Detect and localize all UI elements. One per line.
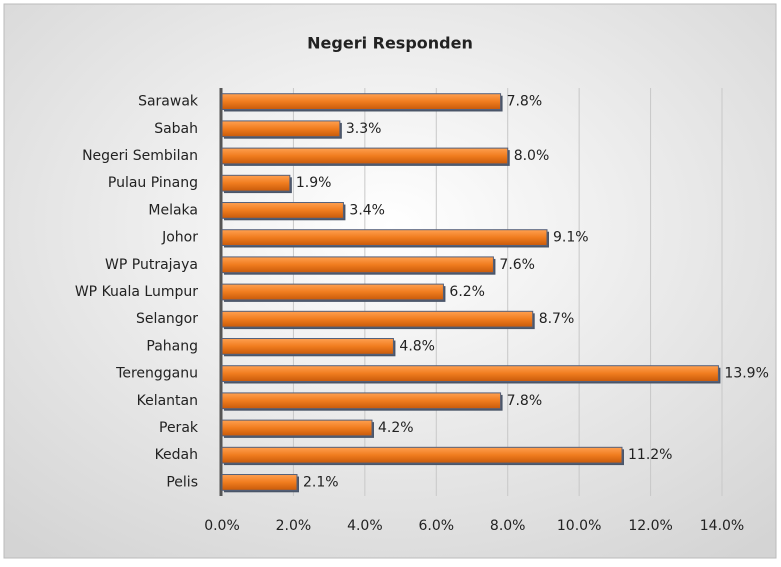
x-tick-label: 10.0% <box>557 518 601 534</box>
bar <box>221 120 341 138</box>
y-tick-label: Melaka <box>148 202 198 218</box>
data-label: 4.2% <box>378 420 414 436</box>
y-tick-label: Pahang <box>146 338 198 354</box>
x-tick-label: 4.0% <box>347 518 383 534</box>
y-tick-label: Selangor <box>136 311 198 327</box>
data-label: 7.6% <box>499 257 535 273</box>
bar <box>221 338 394 355</box>
x-tick-label: 12.0% <box>628 518 672 534</box>
data-label: 9.1% <box>553 230 589 246</box>
data-label: 4.8% <box>399 338 435 354</box>
bar <box>221 93 502 110</box>
y-tick-label: Pelis <box>166 474 198 490</box>
data-label: 3.3% <box>346 121 382 137</box>
y-tick-label: Kelantan <box>137 393 198 409</box>
chart-background <box>3 3 777 559</box>
y-tick-label: Perak <box>159 420 199 436</box>
bar <box>221 174 291 192</box>
x-tick-label: 6.0% <box>418 518 454 534</box>
data-label: 13.9% <box>724 366 768 382</box>
y-tick-label: WP Putrajaya <box>105 257 198 273</box>
data-label: 2.1% <box>303 474 339 490</box>
y-tick-label: WP Kuala Lumpur <box>75 284 198 300</box>
y-tick-label: Pulau Pinang <box>108 175 198 191</box>
bar <box>221 474 298 491</box>
x-tick-label: 2.0% <box>276 518 312 534</box>
chart-title: Negeri Responden <box>307 34 473 53</box>
bar <box>221 256 494 274</box>
data-label: 3.4% <box>349 202 385 218</box>
x-tick-label: 14.0% <box>700 518 744 534</box>
data-label: 8.7% <box>539 311 575 327</box>
y-tick-label: Sabah <box>154 121 198 137</box>
bar <box>221 283 444 301</box>
bar <box>221 310 534 328</box>
data-label: 11.2% <box>628 447 672 463</box>
bar <box>221 202 344 219</box>
y-tick-label: Terengganu <box>115 366 198 382</box>
bar <box>221 446 623 464</box>
bar <box>221 229 548 246</box>
data-label: 7.8% <box>507 94 543 110</box>
data-label: 6.2% <box>449 284 485 300</box>
x-tick-label: 8.0% <box>490 518 526 534</box>
data-label: 1.9% <box>296 175 332 191</box>
data-label: 7.8% <box>507 393 543 409</box>
y-tick-label: Kedah <box>155 447 198 463</box>
x-tick-label: 0.0% <box>204 518 240 534</box>
y-tick-label: Sarawak <box>138 94 199 110</box>
bar <box>221 419 373 437</box>
data-label: 8.0% <box>514 148 550 164</box>
y-tick-label: Johor <box>161 230 198 246</box>
y-tick-label: Negeri Sembilan <box>82 148 198 164</box>
bar <box>221 147 509 165</box>
bar <box>221 365 719 382</box>
bar <box>221 392 502 410</box>
